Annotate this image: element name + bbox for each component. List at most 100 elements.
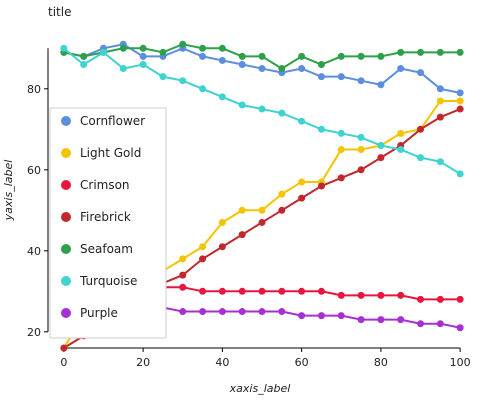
x-axis-label: xaxis_label xyxy=(229,382,291,395)
x-tick-label: 40 xyxy=(215,356,229,369)
data-point-turquoise xyxy=(80,61,88,68)
y-tick-label: 20 xyxy=(27,326,41,339)
legend-marker-light-gold xyxy=(61,148,71,158)
data-point-seafoam xyxy=(119,44,127,52)
data-point-seafoam xyxy=(199,44,207,52)
data-point-light-gold xyxy=(258,206,266,214)
y-tick-label: 80 xyxy=(27,83,41,96)
data-point-seafoam xyxy=(357,52,365,60)
data-point-cornflower xyxy=(436,85,444,93)
data-point-cornflower xyxy=(337,73,345,81)
data-point-turquoise xyxy=(60,44,68,52)
data-point-crimson xyxy=(179,283,187,291)
data-point-light-gold xyxy=(199,243,207,251)
data-point-purple xyxy=(317,312,325,320)
data-point-purple xyxy=(218,308,226,316)
data-point-crimson xyxy=(377,291,385,299)
legend-marker-seafoam xyxy=(61,244,71,254)
data-point-firebrick xyxy=(218,243,226,251)
data-point-purple xyxy=(298,312,306,320)
data-point-light-gold xyxy=(218,218,226,226)
data-point-light-gold xyxy=(436,97,444,105)
data-point-firebrick xyxy=(317,182,325,190)
data-point-seafoam xyxy=(159,48,167,56)
data-point-cornflower xyxy=(218,56,226,64)
data-point-firebrick xyxy=(199,255,207,263)
legend-label-purple: Purple xyxy=(80,306,118,320)
data-point-firebrick xyxy=(377,154,385,162)
data-point-crimson xyxy=(218,287,226,295)
data-point-purple xyxy=(397,316,405,324)
data-point-firebrick xyxy=(417,125,425,133)
legend-marker-firebrick xyxy=(61,212,71,222)
data-point-purple xyxy=(357,316,365,324)
data-point-turquoise xyxy=(417,154,425,162)
data-point-turquoise xyxy=(456,170,464,178)
data-point-firebrick xyxy=(238,231,246,239)
legend-label-turquoise: Turquoise xyxy=(79,274,137,288)
data-point-seafoam xyxy=(397,48,405,56)
y-tick-label: 60 xyxy=(27,164,41,177)
data-point-crimson xyxy=(317,287,325,295)
legend-marker-cornflower xyxy=(61,116,71,126)
data-point-crimson xyxy=(357,291,365,299)
data-point-crimson xyxy=(456,295,464,303)
data-point-seafoam xyxy=(238,52,246,60)
data-point-crimson xyxy=(397,291,405,299)
data-point-cornflower xyxy=(139,52,147,60)
data-point-firebrick xyxy=(60,344,68,352)
legend-label-firebrick: Firebrick xyxy=(80,210,131,224)
data-point-seafoam xyxy=(179,40,187,48)
data-point-turquoise xyxy=(238,101,246,109)
data-point-purple xyxy=(238,308,246,316)
data-point-firebrick xyxy=(357,166,365,174)
data-point-seafoam xyxy=(298,52,306,60)
legend-label-seafoam: Seafoam xyxy=(80,242,133,256)
data-point-turquoise xyxy=(298,117,306,125)
data-point-purple xyxy=(199,308,207,316)
data-point-cornflower xyxy=(199,52,207,60)
data-point-turquoise xyxy=(278,109,286,117)
x-tick-label: 60 xyxy=(295,356,309,369)
data-point-light-gold xyxy=(337,146,345,154)
data-point-cornflower xyxy=(377,81,385,89)
x-tick-label: 20 xyxy=(136,356,150,369)
data-point-firebrick xyxy=(298,194,306,202)
legend-marker-crimson xyxy=(61,180,71,190)
data-point-light-gold xyxy=(397,129,405,137)
data-point-crimson xyxy=(298,287,306,295)
data-point-firebrick xyxy=(436,113,444,121)
data-point-cornflower xyxy=(258,65,266,73)
legend-label-crimson: Crimson xyxy=(80,178,130,192)
data-point-seafoam xyxy=(417,48,425,56)
data-point-purple xyxy=(456,324,464,332)
data-point-turquoise xyxy=(258,105,266,113)
data-point-light-gold xyxy=(357,146,365,154)
data-point-cornflower xyxy=(238,61,246,68)
data-point-cornflower xyxy=(417,69,425,77)
data-point-seafoam xyxy=(337,52,345,60)
data-point-turquoise xyxy=(377,142,385,149)
data-point-crimson xyxy=(238,287,246,295)
data-point-firebrick xyxy=(337,174,345,182)
data-point-turquoise xyxy=(99,48,107,56)
legend-marker-purple xyxy=(61,308,71,318)
data-point-purple xyxy=(337,312,345,320)
data-point-cornflower xyxy=(298,65,306,73)
data-point-crimson xyxy=(417,295,425,303)
data-point-light-gold xyxy=(238,206,246,214)
x-tick-label: 0 xyxy=(60,356,67,369)
data-point-firebrick xyxy=(258,218,266,226)
legend-label-cornflower: Cornflower xyxy=(80,114,145,128)
data-point-crimson xyxy=(278,287,286,295)
data-point-crimson xyxy=(436,295,444,303)
data-point-seafoam xyxy=(218,44,226,52)
data-point-purple xyxy=(417,320,425,328)
data-point-purple xyxy=(258,308,266,316)
data-point-turquoise xyxy=(357,133,365,141)
data-point-purple xyxy=(278,308,286,316)
data-point-turquoise xyxy=(218,93,226,101)
data-point-turquoise xyxy=(397,146,405,154)
data-point-turquoise xyxy=(317,125,325,133)
